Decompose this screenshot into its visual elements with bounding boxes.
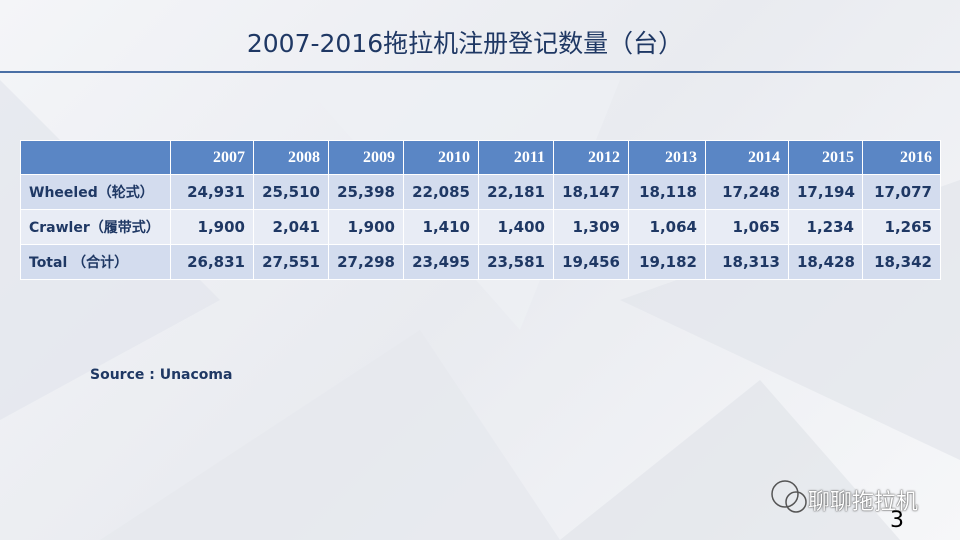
header-cell: 2012 — [553, 140, 629, 175]
table-cell: 1,400 — [478, 209, 554, 245]
table-cell: 1,309 — [553, 209, 629, 245]
table-cell: 18,118 — [628, 174, 706, 210]
table-cell: 1,064 — [628, 209, 706, 245]
table-cell: 17,077 — [862, 174, 941, 210]
table-cell: 25,510 — [253, 174, 329, 210]
header-cell: 2010 — [403, 140, 479, 175]
slide-title: 2007-2016拖拉机注册登记数量（台） — [246, 29, 684, 58]
table-row: Wheeled（轮式） 24,931 25,510 25,398 22,085 22,18… — [20, 174, 941, 210]
table-cell: 18,147 — [553, 174, 629, 210]
watermark: 聊聊拖拉机 — [808, 490, 919, 515]
table-cell: 27,551 — [253, 244, 329, 280]
table-cell: 26,831 — [170, 244, 254, 280]
table-row: Total （合计） 26,831 27,551 27,298 23,495 23,581… — [20, 244, 941, 280]
table-cell: 24,931 — [170, 174, 254, 210]
table-cell: 18,428 — [788, 244, 863, 280]
table-cell: 1,265 — [862, 209, 941, 245]
header-cell: 2009 — [328, 140, 404, 175]
table-cell: 1,410 — [403, 209, 479, 245]
table-row: Crawler（履带式） 1,900 2,041 1,900 1,410 1,400 1,3… — [20, 209, 941, 245]
table-cell: 1,234 — [788, 209, 863, 245]
corner-cell — [20, 140, 171, 175]
table-cell: 18,313 — [705, 244, 789, 280]
table-cell: 25,398 — [328, 174, 404, 210]
header-cell: 2014 — [705, 140, 789, 175]
data-table: 2007 2008 2009 2010 2011 2012 2013 2014 2015 2016… — [20, 140, 941, 280]
table-cell: 1,900 — [328, 209, 404, 245]
table-cell: 22,085 — [403, 174, 479, 210]
table-cell: 19,456 — [553, 244, 629, 280]
header-cell: 2013 — [628, 140, 706, 175]
table-cell: 23,495 — [403, 244, 479, 280]
page-number: 3 — [890, 508, 904, 533]
table-cell: 17,194 — [788, 174, 863, 210]
table-cell: 2,041 — [253, 209, 329, 245]
header-cell: 2016 — [862, 140, 941, 175]
table-cell: 27,298 — [328, 244, 404, 280]
title-rule — [0, 71, 960, 73]
source-note: Source : Unacoma — [90, 367, 233, 383]
table-cell: 18,342 — [862, 244, 941, 280]
table-cell: 1,900 — [170, 209, 254, 245]
table-cell: 19,182 — [628, 244, 706, 280]
header-cell: 2015 — [788, 140, 863, 175]
table-cell: 1,065 — [705, 209, 789, 245]
row-label: Wheeled（轮式） — [20, 174, 171, 210]
header-cell: 2007 — [170, 140, 254, 175]
row-label: Total （合计） — [20, 244, 171, 280]
table-cell: 23,581 — [478, 244, 554, 280]
table-cell: 17,248 — [705, 174, 789, 210]
table-cell: 22,181 — [478, 174, 554, 210]
header-cell: 2011 — [478, 140, 554, 175]
header-row: 2007 2008 2009 2010 2011 2012 2013 2014 2015 2016 — [20, 140, 941, 175]
header-cell: 2008 — [253, 140, 329, 175]
row-label: Crawler（履带式） — [20, 209, 171, 245]
